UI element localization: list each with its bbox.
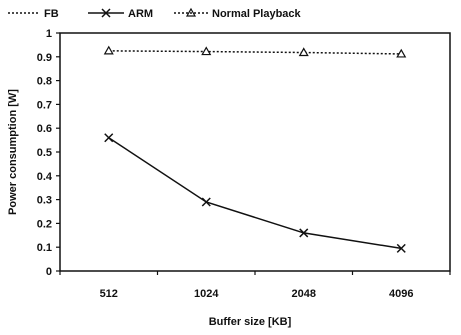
y-axis: 0 0.1 0.2 0.3 0.4 0.5 0.6 0.7 0.8 0.9 1 — [37, 28, 60, 278]
data-point-normal-playback — [201, 46, 212, 56]
data-point-normal-playback — [298, 47, 309, 57]
y-axis-title: Power consumption [W] — [7, 89, 19, 215]
y-tick-label: 0.1 — [37, 242, 52, 254]
data-point-arm — [299, 228, 309, 238]
y-tick-label: 0.2 — [37, 218, 52, 230]
y-tick-label: 0.9 — [37, 52, 52, 64]
x-tick-label: 1024 — [194, 288, 219, 300]
data-point-arm — [396, 243, 406, 253]
legend-marker-normal-playback — [185, 7, 197, 17]
legend-marker-arm — [101, 8, 111, 18]
y-tick-label: 0.7 — [37, 99, 52, 111]
y-tick-label: 0 — [46, 266, 52, 278]
legend-item-arm: ARM — [88, 8, 153, 20]
legend: FB ARM Normal Playback — [8, 7, 302, 20]
series-layer — [103, 45, 407, 253]
y-tick-label: 0.8 — [37, 76, 52, 88]
data-point-arm — [104, 133, 114, 143]
data-point-arm — [201, 197, 211, 207]
x-tick-label: 4096 — [389, 288, 413, 300]
x-axis-title: Buffer size [KB] — [209, 316, 292, 328]
legend-label-fb: FB — [44, 8, 59, 20]
series-line-arm — [108, 137, 402, 250]
y-tick-label: 0.4 — [37, 171, 53, 183]
plot-frame — [59, 32, 451, 272]
legend-item-fb: FB — [8, 8, 59, 20]
x-axis: 512 1024 2048 4096 — [59, 271, 451, 300]
data-point-normal-playback — [396, 48, 407, 58]
y-tick-label: 1 — [46, 28, 52, 40]
y-tick-label: 0.3 — [37, 195, 52, 207]
legend-item-normal-playback: Normal Playback — [174, 7, 302, 20]
legend-label-normal-playback: Normal Playback — [212, 8, 302, 20]
y-tick-label: 0.6 — [37, 123, 52, 135]
x-tick-label: 2048 — [292, 288, 316, 300]
x-tick-label: 512 — [100, 288, 118, 300]
data-point-normal-playback — [103, 45, 114, 55]
legend-label-arm: ARM — [128, 8, 153, 20]
series-line-normal-playback — [108, 50, 402, 55]
y-tick-label: 0.5 — [37, 147, 52, 159]
